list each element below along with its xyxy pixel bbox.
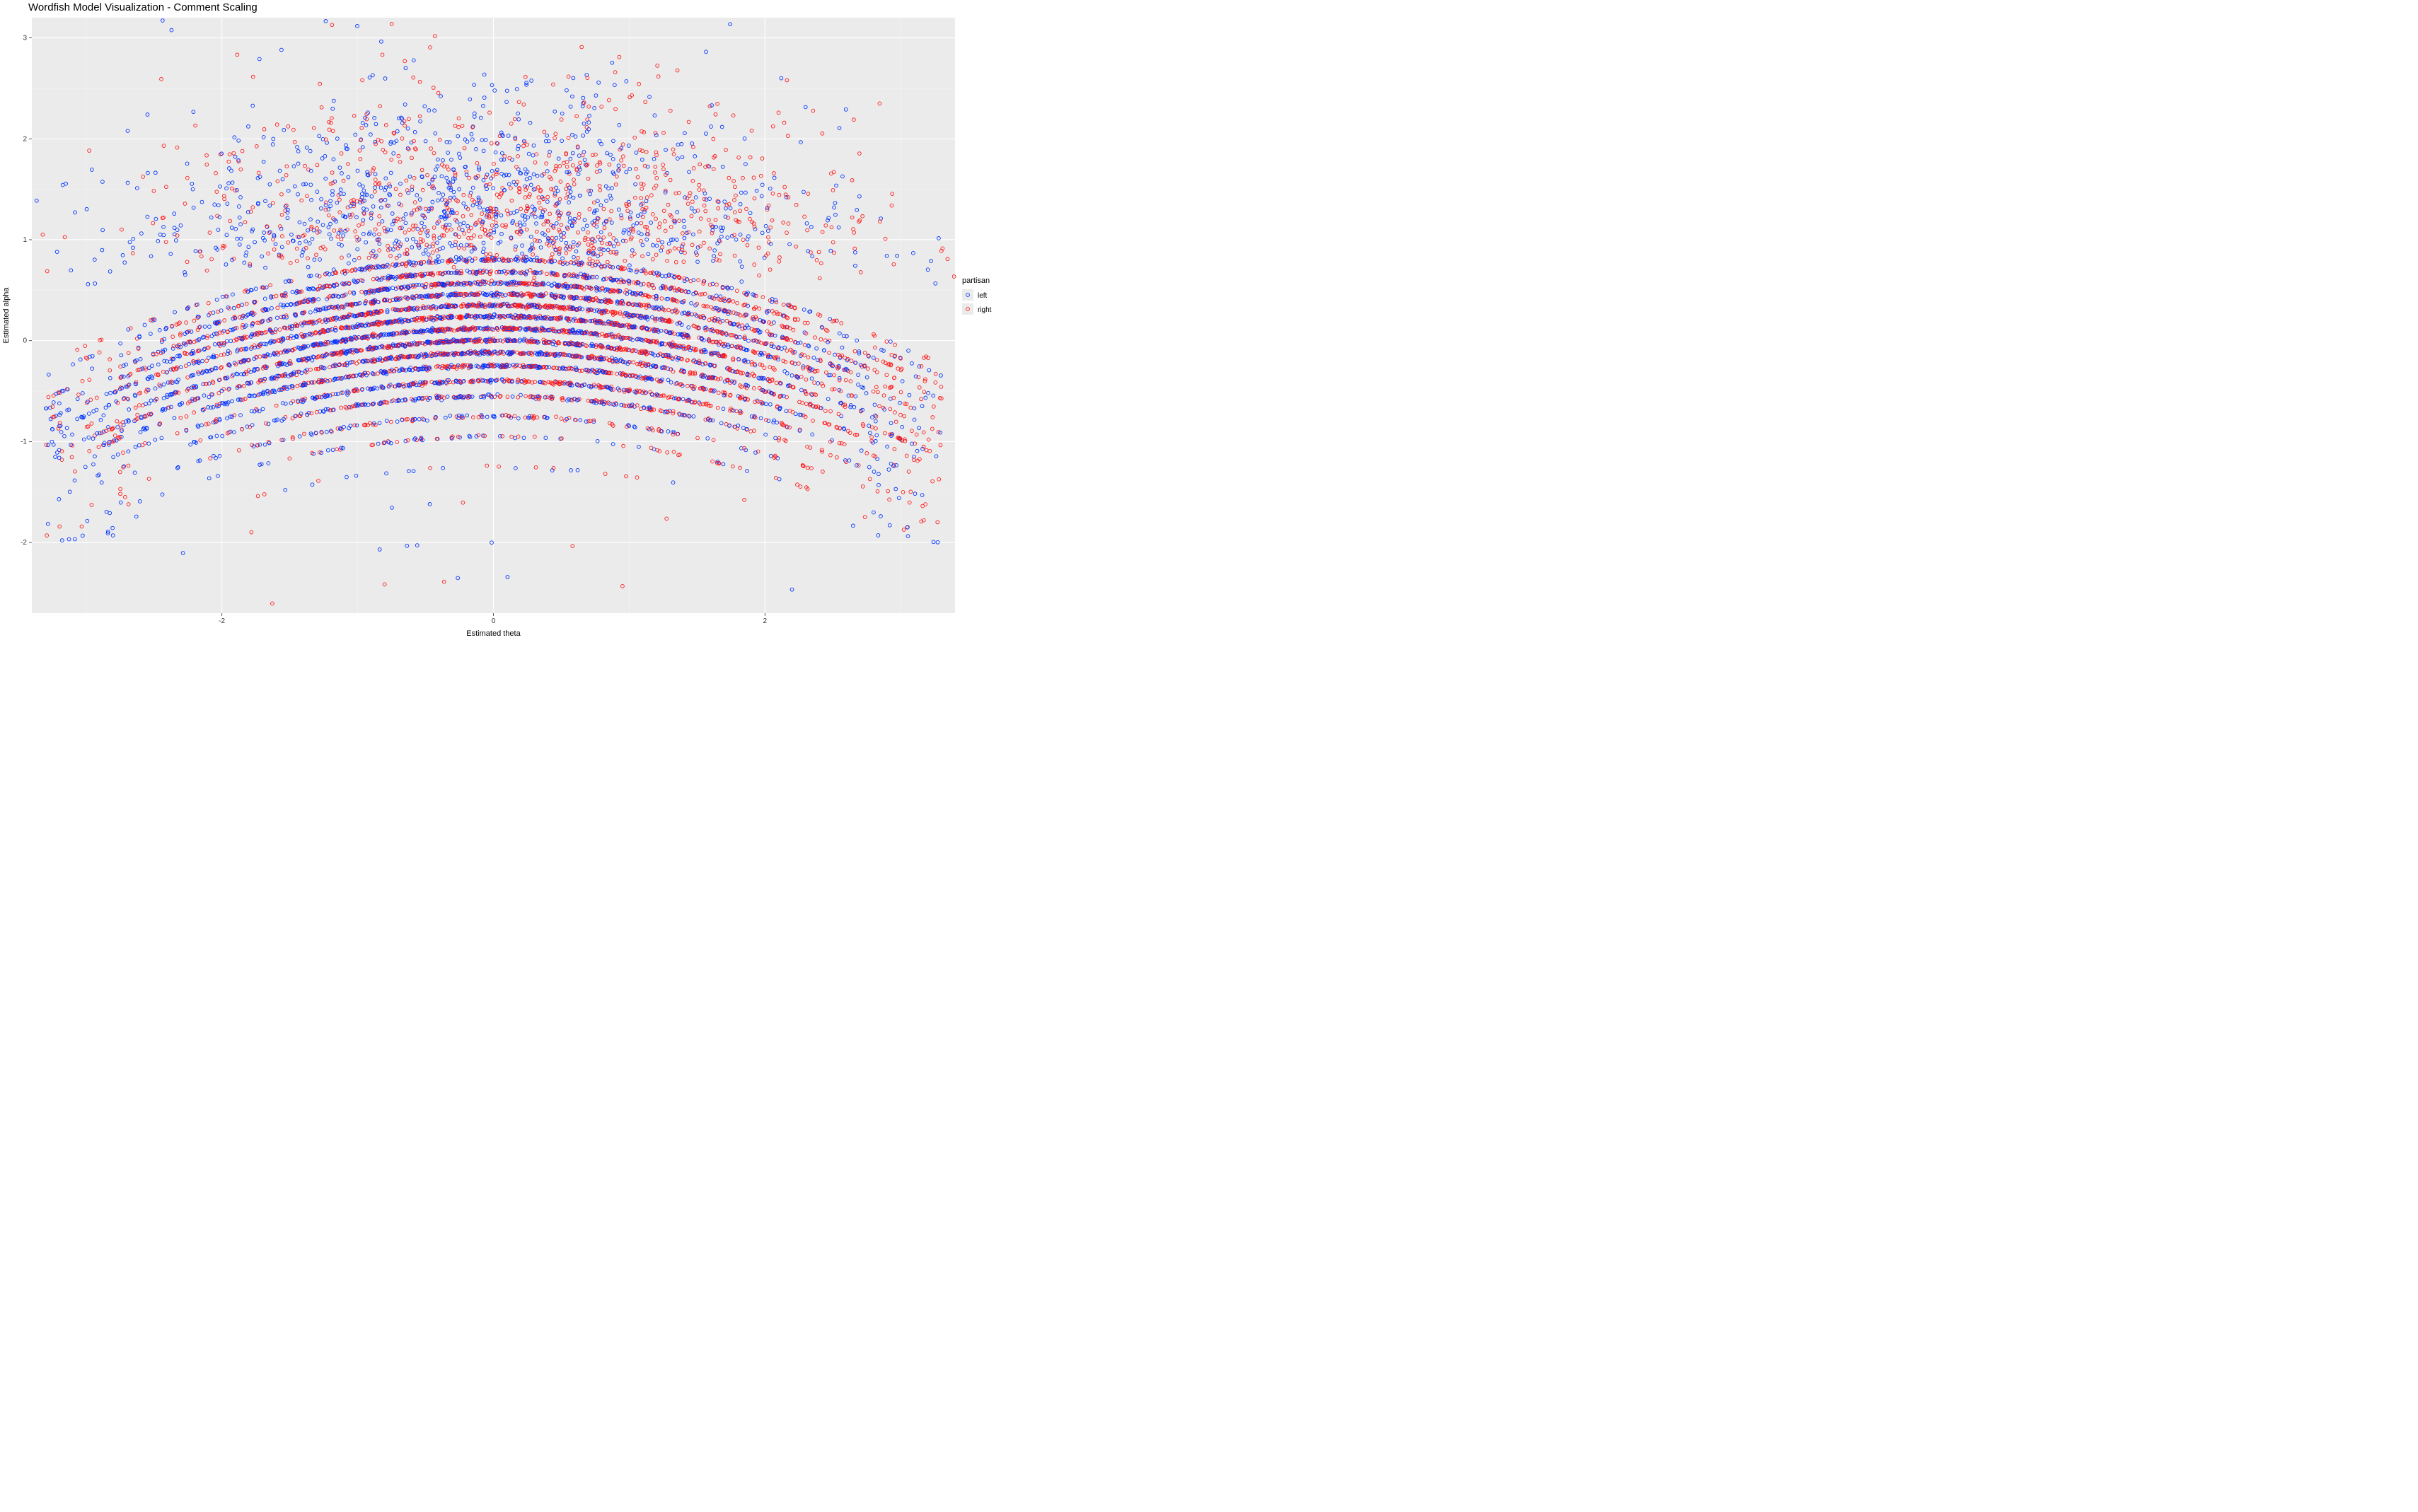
legend: partisan left right [962, 277, 992, 315]
chart-container: -2 0 2 -2 -1 0 1 2 3 Wordfish Model Visualizatio… [0, 0, 1033, 646]
x-axis-label: Estimated theta [466, 629, 521, 638]
y-tick-label: 2 [23, 135, 27, 143]
y-tick-label: 0 [23, 337, 27, 345]
x-tick-label: 2 [763, 617, 768, 625]
y-axis-label: Estimated alpha [2, 287, 11, 344]
x-tick-label: 0 [492, 617, 496, 625]
legend-title: partisan [962, 277, 990, 285]
y-tick-label: 1 [23, 236, 27, 244]
y-tick-label: -2 [21, 539, 27, 547]
legend-item-label: right [978, 306, 992, 314]
legend-key-bg [962, 289, 973, 301]
scatter-chart: -2 0 2 -2 -1 0 1 2 3 Wordfish Model Visualizatio… [0, 0, 1033, 646]
legend-key-bg [962, 303, 973, 315]
y-tick-label: -1 [21, 438, 27, 446]
x-tick-label: -2 [219, 617, 225, 625]
chart-title: Wordfish Model Visualization - Comment S… [28, 1, 258, 13]
y-tick-label: 3 [23, 35, 27, 42]
legend-item-label: left [978, 292, 988, 300]
